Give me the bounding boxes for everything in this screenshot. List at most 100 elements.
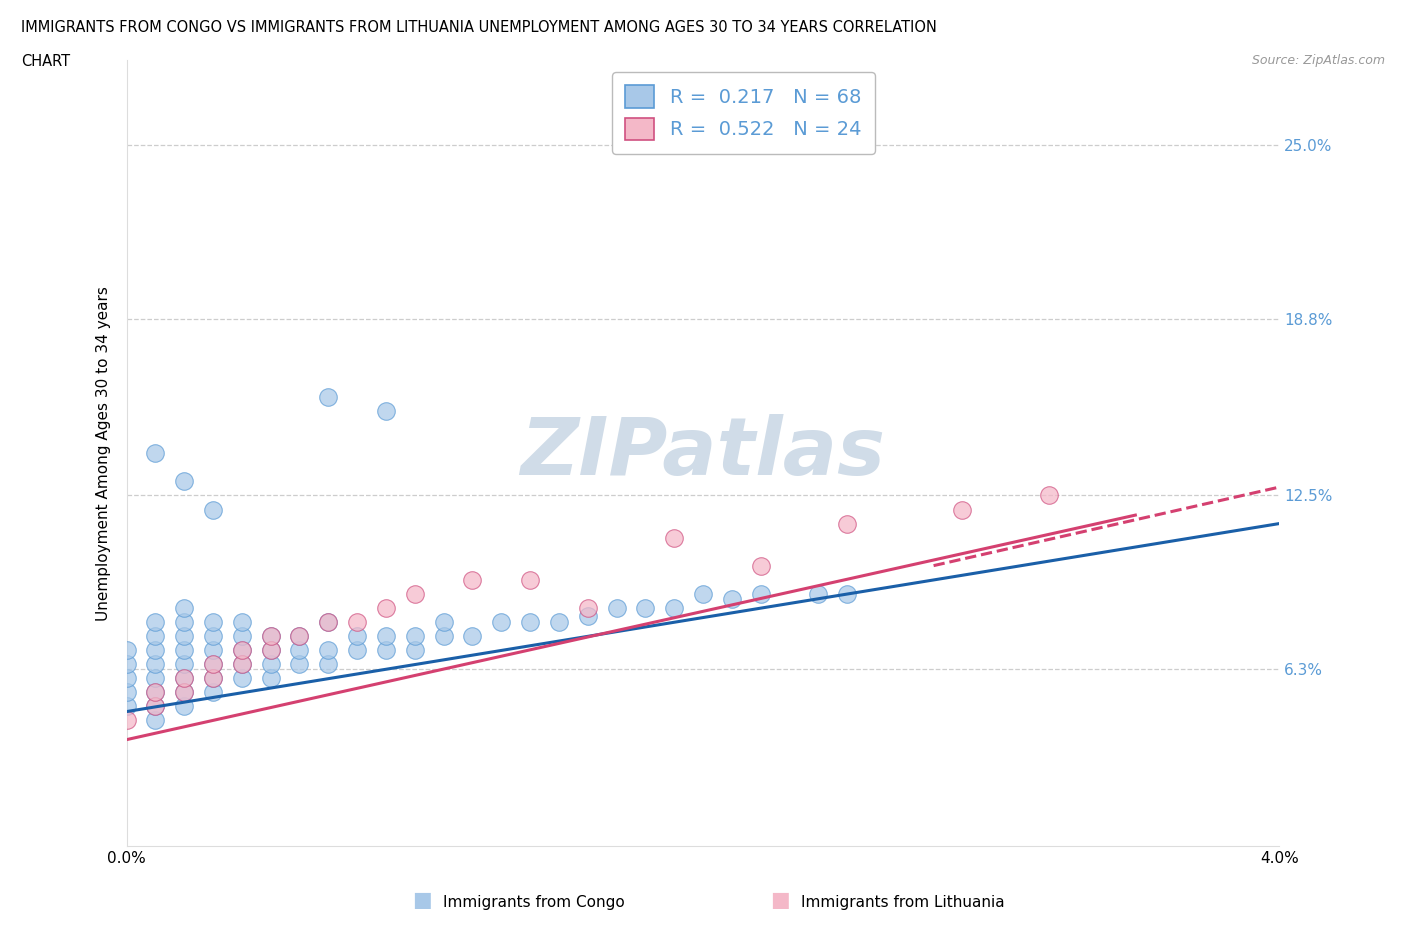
Text: CHART: CHART [21,54,70,69]
Point [173,474,195,489]
Point [634,600,657,615]
Point [173,615,195,630]
Point [259,643,281,658]
Point [231,657,253,671]
Point [145,446,166,461]
Point [145,629,166,644]
Point [316,390,339,405]
Point [749,558,772,573]
Point [231,615,253,630]
Point [374,404,396,418]
Point [115,657,138,671]
Point [519,615,541,630]
Point [202,657,225,671]
Point [664,600,686,615]
Text: ■: ■ [770,889,790,910]
Point [202,629,225,644]
Point [259,629,281,644]
Point [346,615,368,630]
Point [145,712,166,727]
Point [173,698,195,713]
Point [231,657,253,671]
Point [259,657,281,671]
Point [259,671,281,685]
Point [202,671,225,685]
Point [835,516,858,531]
Point [835,586,858,601]
Y-axis label: Unemployment Among Ages 30 to 34 years: Unemployment Among Ages 30 to 34 years [96,286,111,621]
Point [145,671,166,685]
Point [346,629,368,644]
Legend: R =  0.217   N = 68, R =  0.522   N = 24: R = 0.217 N = 68, R = 0.522 N = 24 [612,72,875,153]
Point [433,615,456,630]
Point [720,591,742,606]
Point [259,629,281,644]
Point [547,615,569,630]
Point [433,629,456,644]
Point [576,609,599,624]
Point [145,684,166,699]
Point [231,643,253,658]
Point [115,684,138,699]
Point [173,657,195,671]
Point [461,629,484,644]
Point [173,600,195,615]
Point [316,643,339,658]
Point [404,643,426,658]
Text: Immigrants from Lithuania: Immigrants from Lithuania [801,895,1005,910]
Point [115,643,138,658]
Point [115,712,138,727]
Point [173,671,195,685]
Point [145,615,166,630]
Point [173,643,195,658]
Point [404,629,426,644]
Text: IMMIGRANTS FROM CONGO VS IMMIGRANTS FROM LITHUANIA UNEMPLOYMENT AMONG AGES 30 TO: IMMIGRANTS FROM CONGO VS IMMIGRANTS FROM… [21,20,936,35]
Point [202,657,225,671]
Point [173,629,195,644]
Point [173,684,195,699]
Point [461,572,484,587]
Point [202,671,225,685]
Point [374,600,396,615]
Point [692,586,714,601]
Point [231,643,253,658]
Point [950,502,973,517]
Text: Immigrants from Congo: Immigrants from Congo [443,895,624,910]
Point [145,643,166,658]
Point [605,600,627,615]
Point [1038,488,1060,503]
Point [404,586,426,601]
Point [519,572,541,587]
Point [145,684,166,699]
Point [316,657,339,671]
Point [173,671,195,685]
Point [316,615,339,630]
Point [288,657,311,671]
Point [288,629,311,644]
Point [374,643,396,658]
Point [807,586,830,601]
Point [288,643,311,658]
Point [173,684,195,699]
Point [115,671,138,685]
Point [316,615,339,630]
Point [145,698,166,713]
Point [145,657,166,671]
Point [664,530,686,545]
Point [749,586,772,601]
Point [202,684,225,699]
Point [202,615,225,630]
Point [231,671,253,685]
Point [259,643,281,658]
Point [489,615,512,630]
Text: ZIPatlas: ZIPatlas [520,415,886,492]
Point [346,643,368,658]
Point [374,629,396,644]
Text: Source: ZipAtlas.com: Source: ZipAtlas.com [1251,54,1385,67]
Point [145,698,166,713]
Point [231,629,253,644]
Point [202,643,225,658]
Point [115,698,138,713]
Point [202,502,225,517]
Point [288,629,311,644]
